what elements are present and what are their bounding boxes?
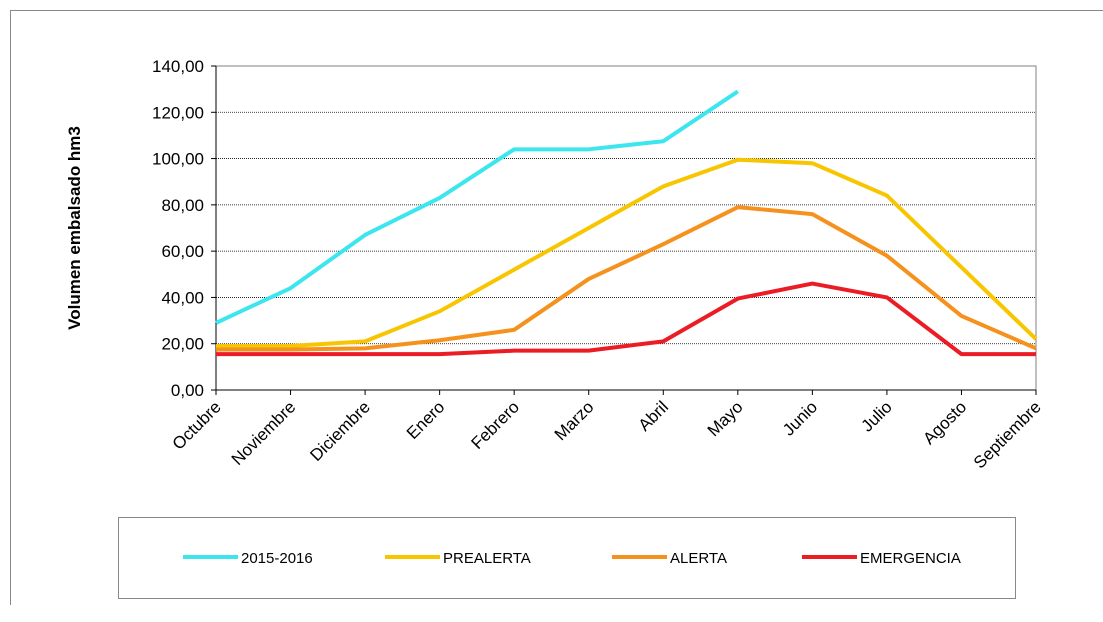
x-tick-label: Julio	[858, 397, 896, 435]
x-tick-label: Agosto	[919, 397, 970, 448]
y-tick-label: 40,00	[161, 288, 204, 307]
x-tick-label: Mayo	[704, 397, 747, 440]
y-tick-label: 20,00	[161, 335, 204, 354]
y-tick-label: 100,00	[152, 150, 204, 169]
legend-label: ALERTA	[670, 550, 727, 567]
y-tick-label: 140,00	[152, 57, 204, 76]
x-tick-label: Abril	[635, 397, 672, 434]
x-tick-label: Marzo	[551, 397, 598, 444]
legend-label: EMERGENCIA	[860, 550, 961, 567]
y-tick-label: 60,00	[161, 242, 204, 261]
y-tick-label: 0,00	[171, 381, 204, 400]
y-axis-label: Volumen embalsado hm3	[65, 126, 84, 330]
x-tick-label: Enero	[403, 397, 449, 443]
x-tick-label: Noviembre	[228, 397, 300, 469]
y-tick-label: 120,00	[152, 103, 204, 122]
x-tick-label: Octubre	[169, 397, 225, 453]
x-tick-label: Diciembre	[306, 397, 374, 465]
x-tick-label: Junio	[779, 397, 821, 439]
legend-label: 2015-2016	[241, 550, 313, 567]
x-tick-label: Septiembre	[970, 397, 1045, 472]
x-tick-label: Febrero	[467, 397, 523, 453]
y-tick-label: 80,00	[161, 196, 204, 215]
legend-label: PREALERTA	[443, 550, 531, 567]
